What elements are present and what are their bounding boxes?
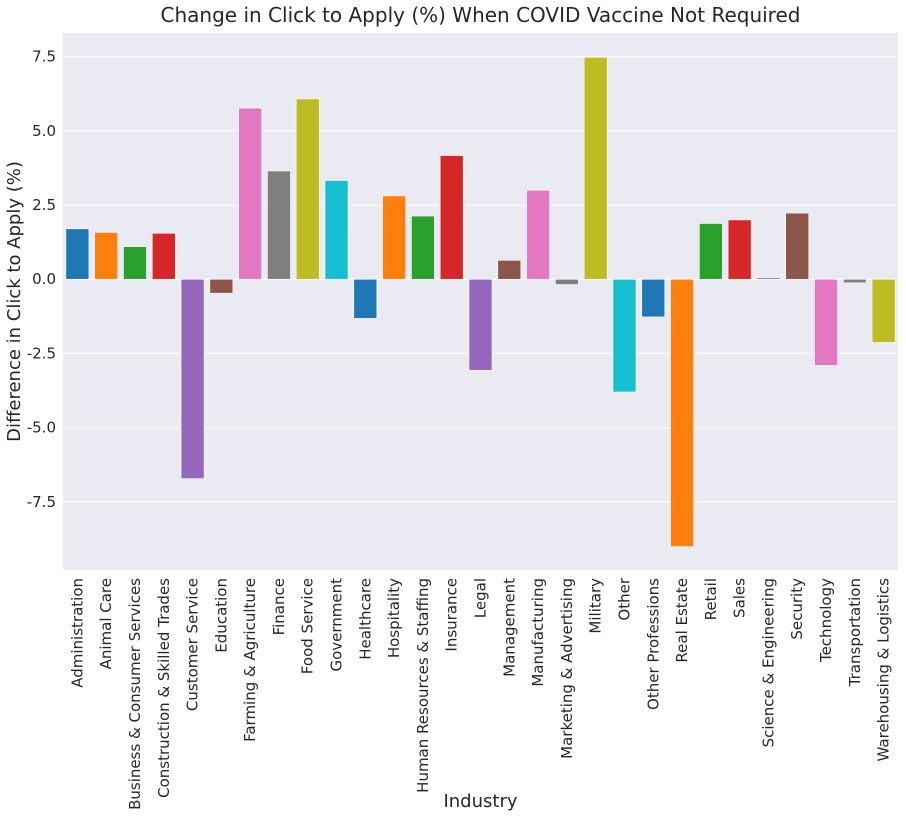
chart-title: Change in Click to Apply (%) When COVID … [161, 3, 801, 27]
x-tick-label: Human Resources & Staffing [414, 578, 432, 793]
bar-construction-skilled-trades [151, 232, 176, 280]
bar-manufacturing [526, 189, 550, 280]
x-tick-label: Animal Care [97, 578, 115, 669]
y-tick-labels: 7.5 5.0 2.5 0.0 -2.5 -5.0 -7.5 [27, 48, 56, 511]
bar-finance [267, 170, 291, 280]
bar-management [497, 259, 522, 280]
bar-marketing-advertising [555, 278, 579, 285]
y-tick-label: 7.5 [32, 48, 56, 66]
bar-education [209, 278, 234, 294]
bar-administration [65, 228, 90, 280]
x-tick-label: Government [328, 578, 346, 672]
x-tick-label: Sales [731, 578, 749, 618]
bar-customer-service [180, 278, 205, 479]
x-tick-label: Other [615, 577, 633, 620]
x-axis-label: Industry [443, 791, 517, 812]
x-tick-label: Manufacturing [529, 578, 547, 687]
y-axis-label: Difference in Click to Apply (%) [4, 161, 25, 442]
bar-human-resources-staffing [411, 215, 435, 280]
bar-other-professions [641, 278, 666, 318]
y-tick-label: -7.5 [27, 493, 56, 511]
bars [65, 57, 896, 547]
y-tick-label: -2.5 [27, 344, 56, 362]
bar-farming-agriculture [238, 107, 262, 280]
bar-food-service [295, 98, 320, 280]
x-tick-label: Management [500, 578, 518, 677]
x-tick-labels: Administration Animal Care Business & Cons… [68, 577, 892, 810]
bar-science-engineering [756, 277, 781, 280]
x-tick-label: Construction & Skilled Trades [155, 578, 173, 798]
bar-retail [699, 223, 723, 280]
x-tick-label: Retail [702, 578, 720, 620]
x-tick-label: Legal [472, 578, 490, 618]
bar-warehousing-logistics [871, 278, 896, 343]
x-tick-label: Security [788, 578, 806, 640]
x-tick-label: Insurance [443, 578, 461, 652]
x-tick-label: Real Estate [673, 578, 691, 663]
y-tick-label: 2.5 [32, 196, 56, 214]
x-tick-label: Military [587, 578, 605, 634]
bar-security [785, 212, 810, 280]
x-tick-label: Education [212, 578, 230, 653]
y-tick-label: 0.0 [32, 270, 56, 288]
bar-real-estate [670, 278, 694, 547]
x-tick-label: Warehousing & Logistics [875, 578, 893, 762]
bar-hospitality [382, 195, 406, 280]
x-tick-label: Business & Consumer Services [126, 578, 144, 810]
x-tick-label: Science & Engineering [759, 578, 777, 747]
x-tick-label: Finance [270, 578, 288, 635]
bar-military [583, 57, 608, 280]
y-tick-label: 5.0 [32, 122, 56, 140]
bar-business-consumer-services [123, 246, 147, 280]
bar-healthcare [353, 278, 378, 319]
x-tick-label: Other Professions [644, 578, 662, 710]
bar-other [612, 278, 637, 393]
bar-animal-care [94, 232, 119, 280]
bar-sales [727, 219, 752, 280]
x-tick-label: Customer Service [184, 578, 202, 711]
x-tick-label: Marketing & Advertising [558, 578, 576, 759]
x-tick-label: Food Service [299, 578, 317, 674]
bar-insurance [439, 155, 464, 280]
x-tick-label: Healthcare [356, 578, 374, 660]
bar-technology [814, 278, 838, 366]
x-tick-label: Administration [68, 578, 86, 688]
x-tick-label: Farming & Agriculture [241, 578, 259, 742]
bar-transportation [842, 278, 867, 284]
bar-government [324, 180, 349, 280]
x-tick-label: Technology [817, 578, 835, 663]
bar-legal [468, 278, 493, 371]
x-tick-label: Hospitality [385, 578, 403, 658]
y-tick-label: -5.0 [27, 419, 56, 437]
x-tick-label: Transportation [846, 578, 864, 687]
